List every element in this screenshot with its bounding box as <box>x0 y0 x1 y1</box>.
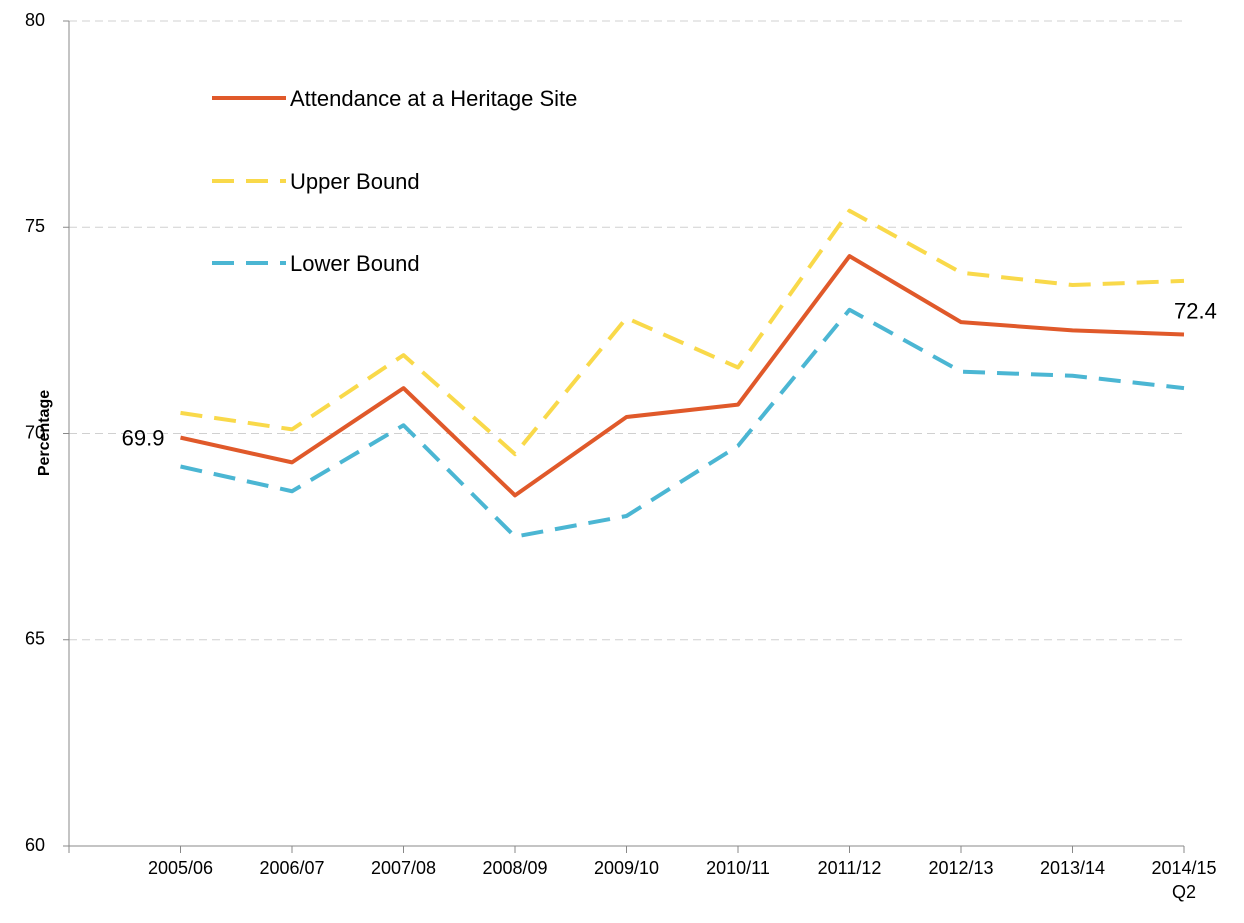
x-tick-label: 2013/14 <box>1039 858 1106 878</box>
data-label: 69.9 <box>122 425 165 450</box>
series-line <box>180 208 1185 457</box>
series-line <box>180 307 1185 539</box>
legend-label: Upper Bound <box>290 169 420 194</box>
y-axis-label: Percentage <box>36 390 53 476</box>
x-tick-label: 2006/07 <box>259 858 325 878</box>
x-tick-label: 2005/06 <box>147 858 214 878</box>
x-tick-label: 2014/15 Q2 <box>1151 858 1217 902</box>
y-tick-label: 60 <box>25 835 45 855</box>
y-tick-label: 65 <box>25 629 45 649</box>
legend-label: Lower Bound <box>290 251 420 276</box>
y-tick-label: 70 <box>25 422 45 442</box>
x-tick-label: 2009/10 <box>593 858 660 878</box>
y-tick-label: 75 <box>25 216 45 236</box>
legend-label: Attendance at a Heritage Site <box>290 86 578 111</box>
x-tick-label: 2007/08 <box>370 858 437 878</box>
data-label: 72.4 <box>1174 298 1217 323</box>
x-tick-label: 2011/12 <box>817 858 882 878</box>
y-tick-label: 80 <box>25 10 45 30</box>
x-tick-label: 2008/09 <box>482 858 548 878</box>
x-tick-label: 2010/11 <box>706 858 770 878</box>
x-tick-label: 2012/13 <box>928 858 994 878</box>
series-line <box>180 254 1185 498</box>
